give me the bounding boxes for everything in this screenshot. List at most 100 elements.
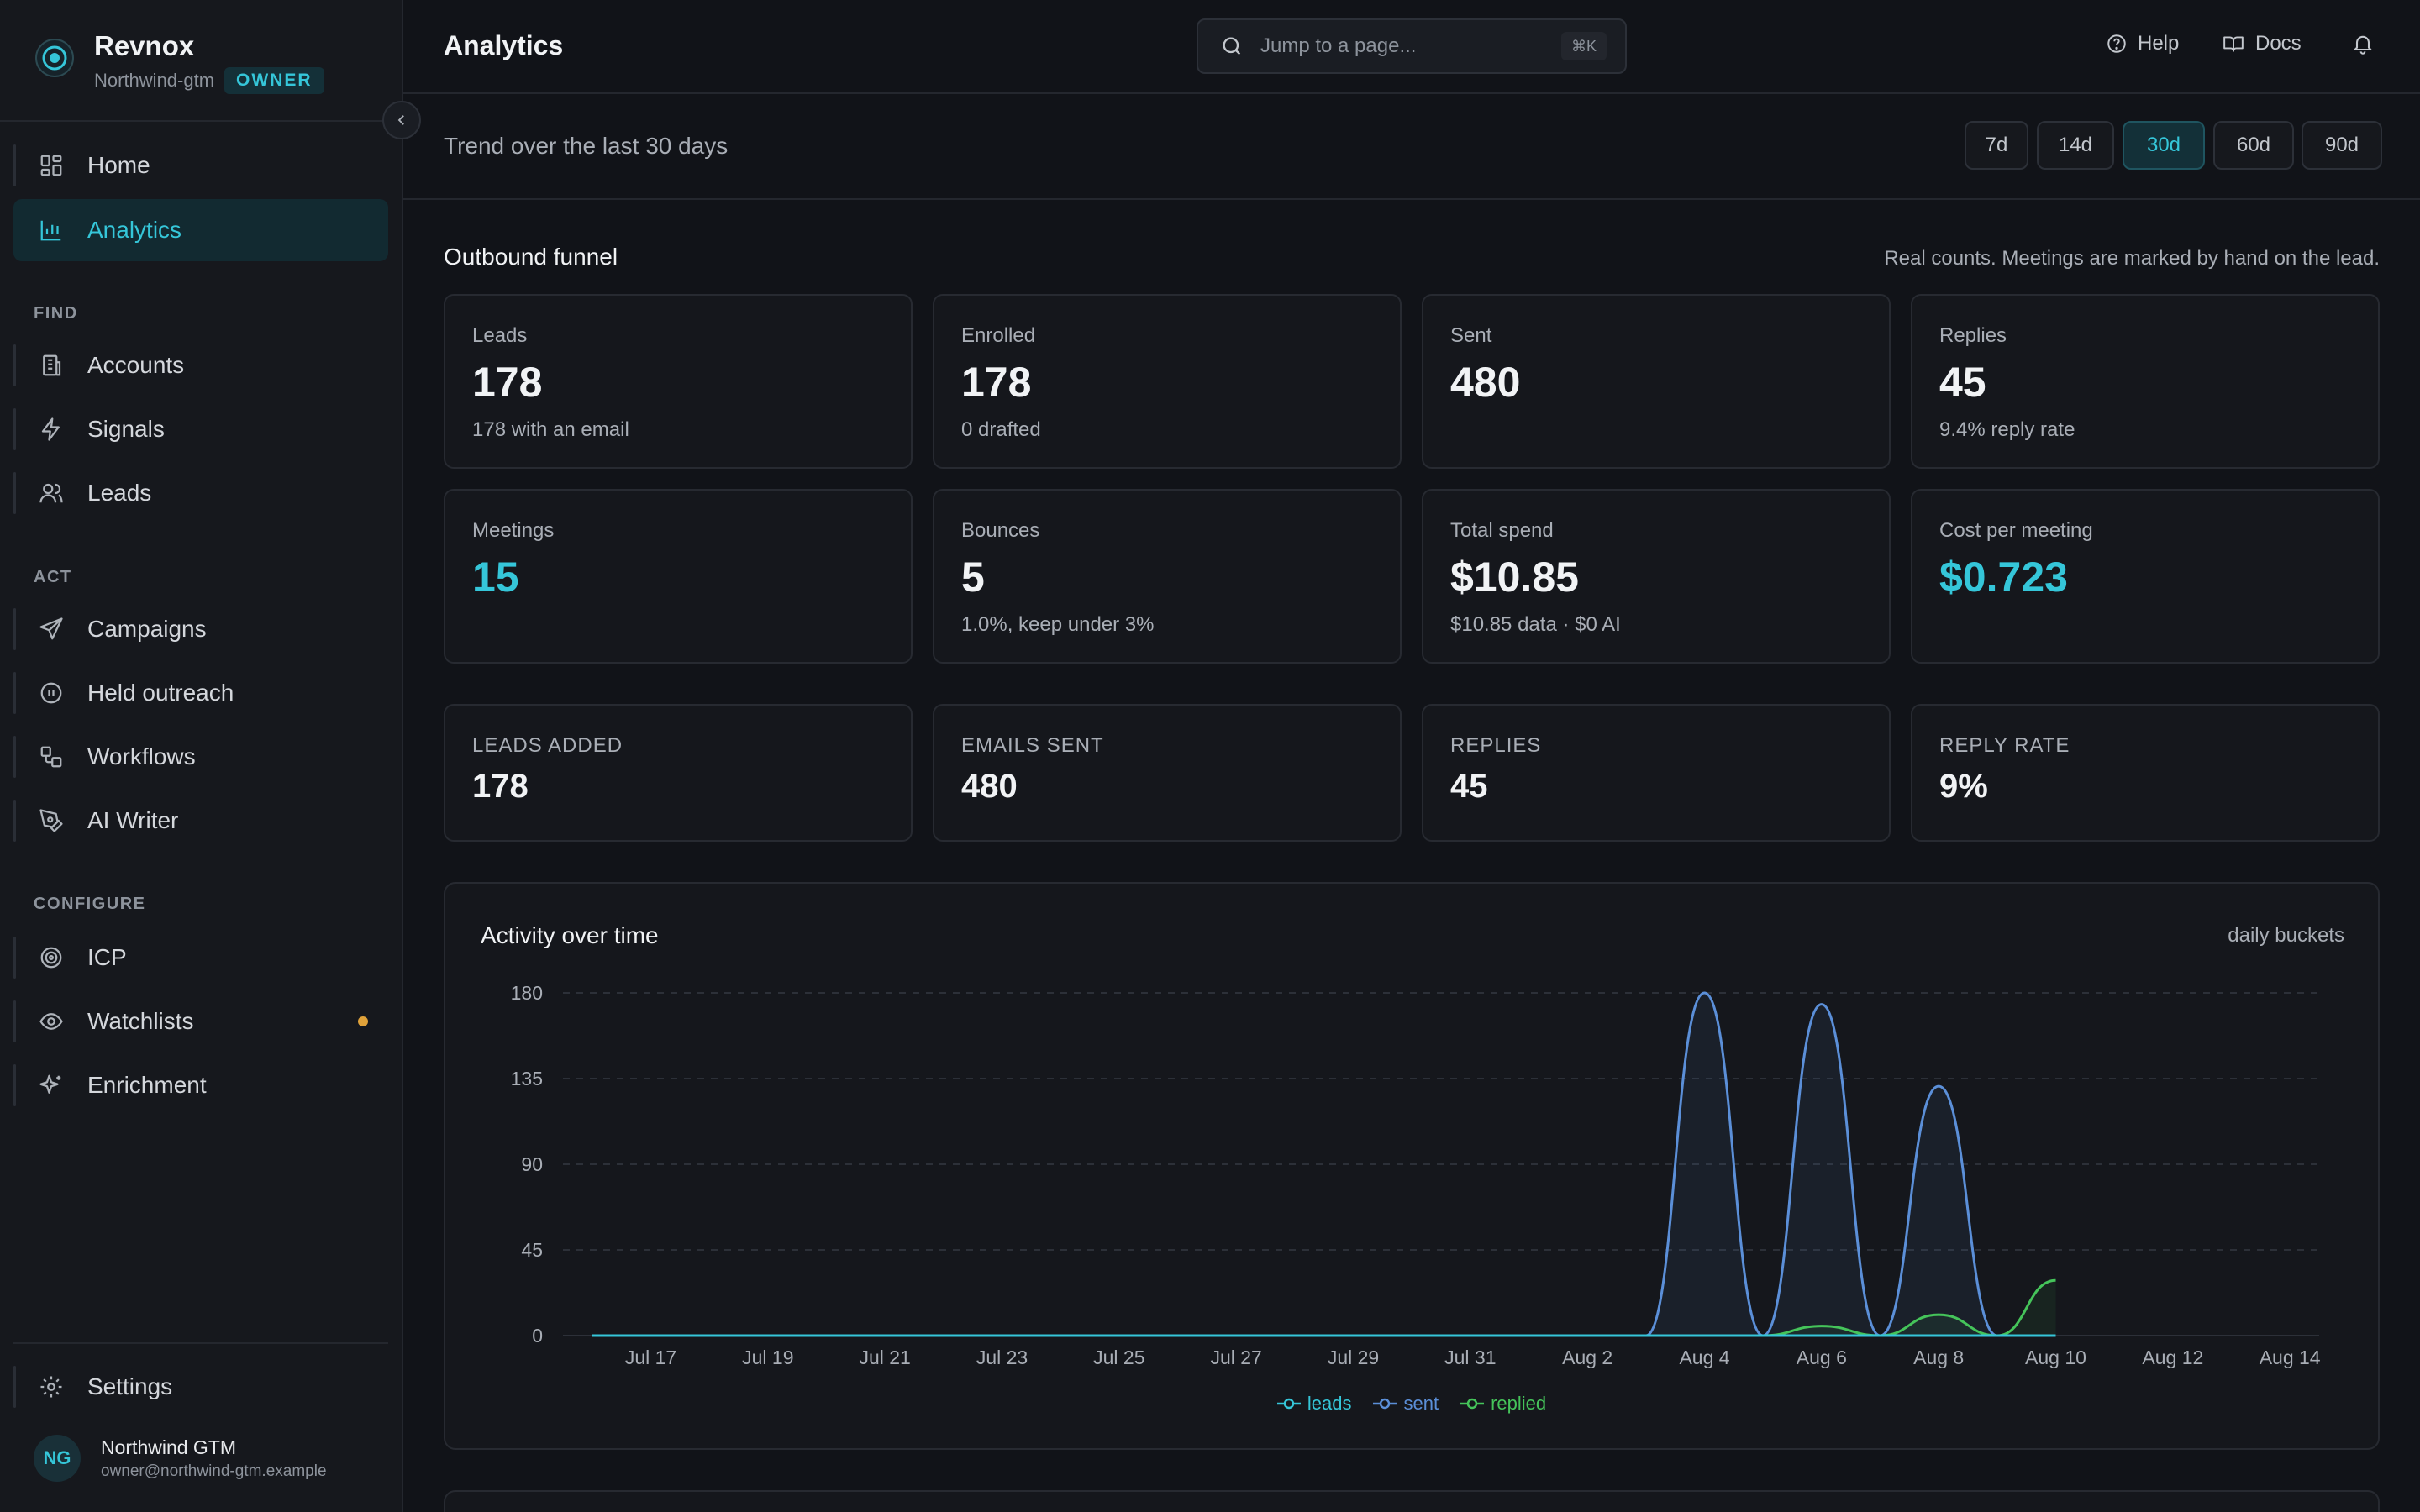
sidebar-item-icp[interactable]: ICP bbox=[13, 927, 388, 989]
page-title: Analytics bbox=[444, 30, 564, 60]
metric-sub: 178 with an email bbox=[472, 418, 629, 441]
sidebar-item-accounts[interactable]: Accounts bbox=[13, 334, 388, 396]
range-30d-button[interactable]: 30d bbox=[2123, 121, 2205, 170]
users-icon bbox=[37, 479, 66, 507]
sidebar-item-enrichment[interactable]: Enrichment bbox=[13, 1054, 388, 1116]
legend-item-replied[interactable]: replied bbox=[1460, 1393, 1546, 1415]
metric-value: 178 bbox=[961, 359, 1032, 406]
grid-icon bbox=[37, 151, 66, 180]
gear-icon bbox=[37, 1373, 66, 1401]
x-tick-label: Aug 4 bbox=[1679, 1347, 1729, 1368]
collapse-sidebar-button[interactable] bbox=[382, 101, 421, 139]
brand-logo-icon bbox=[35, 39, 74, 77]
sparkles-icon bbox=[37, 1071, 66, 1100]
x-tick-label: Jul 29 bbox=[1328, 1347, 1379, 1368]
x-tick-label: Jul 25 bbox=[1093, 1347, 1144, 1368]
sidebar-item-campaigns[interactable]: Campaigns bbox=[13, 598, 388, 660]
sidebar-item-signals[interactable]: Signals bbox=[13, 398, 388, 460]
eye-icon bbox=[37, 1007, 66, 1036]
sidebar-item-workflows[interactable]: Workflows bbox=[13, 726, 388, 788]
funnel-title: Outbound funnel bbox=[444, 244, 618, 270]
sidebar-item-watchlists[interactable]: Watchlists bbox=[13, 990, 388, 1053]
bar-chart-icon bbox=[37, 216, 66, 244]
legend-item-leads[interactable]: leads bbox=[1276, 1393, 1351, 1415]
sidebar-item-label: ICP bbox=[87, 944, 127, 970]
metric-card-replies: Replies 45 9.4% reply rate bbox=[1911, 294, 2380, 469]
metric-label: Meetings bbox=[472, 519, 555, 542]
summary-value: 9% bbox=[1939, 768, 1988, 805]
book-icon bbox=[2223, 36, 2244, 52]
notification-dot bbox=[358, 1016, 368, 1026]
chart-title: Activity over time bbox=[481, 922, 659, 948]
sidebar-divider bbox=[0, 120, 402, 122]
y-tick-label: 0 bbox=[532, 1325, 543, 1347]
sidebar-item-settings[interactable]: Settings bbox=[13, 1356, 388, 1418]
help-link[interactable]: Help bbox=[2106, 32, 2179, 55]
sidebar-item-analytics[interactable]: Analytics bbox=[13, 199, 388, 261]
metric-sub: 9.4% reply rate bbox=[1939, 418, 2075, 441]
range-90d-button[interactable]: 90d bbox=[2302, 121, 2382, 170]
range-7d-button[interactable]: 7d bbox=[1965, 121, 2028, 170]
brand: Revnox Northwind-gtm OWNER bbox=[34, 30, 324, 94]
send-icon bbox=[37, 615, 66, 643]
metric-card-meetings: Meetings 15 bbox=[444, 489, 913, 664]
next-section-card bbox=[444, 1490, 2380, 1512]
sidebar-item-label: Analytics bbox=[87, 217, 182, 243]
pause-circle-icon bbox=[37, 679, 66, 707]
summary-label: LEADS ADDED bbox=[472, 734, 623, 757]
help-label: Help bbox=[2138, 32, 2180, 55]
x-tick-label: Aug 12 bbox=[2142, 1347, 2203, 1368]
summary-value: 45 bbox=[1450, 768, 1488, 805]
search-input[interactable]: Jump to a page... ⌘K bbox=[1197, 18, 1627, 74]
nav-section-find: FIND bbox=[34, 304, 78, 323]
range-14d-button[interactable]: 14d bbox=[2037, 121, 2114, 170]
pen-icon bbox=[37, 806, 66, 835]
role-badge: OWNER bbox=[224, 67, 324, 94]
range-description: Trend over the last 30 days bbox=[444, 133, 729, 159]
x-tick-label: Aug 2 bbox=[1562, 1347, 1612, 1368]
range-row: Trend over the last 30 days 7d 14d 30d 6… bbox=[403, 94, 2420, 200]
sidebar-item-held-outreach[interactable]: Held outreach bbox=[13, 662, 388, 724]
legend-item-sent[interactable]: sent bbox=[1373, 1393, 1439, 1415]
notifications-button[interactable] bbox=[2351, 32, 2385, 55]
metric-value: $0.723 bbox=[1939, 554, 2068, 601]
sidebar-item-label: Enrichment bbox=[87, 1072, 207, 1098]
keyboard-shortcut: ⌘K bbox=[1560, 32, 1607, 60]
metric-card-cost-per-meeting: Cost per meeting $0.723 bbox=[1911, 489, 2380, 664]
avatar: NG bbox=[34, 1435, 81, 1482]
user-email: owner@northwind-gtm.example bbox=[101, 1462, 327, 1480]
x-tick-label: Aug 6 bbox=[1797, 1347, 1847, 1368]
summary-label: REPLIES bbox=[1450, 734, 1542, 757]
legend-marker-icon bbox=[1460, 1398, 1485, 1410]
x-tick-label: Aug 10 bbox=[2025, 1347, 2086, 1368]
range-60d-button[interactable]: 60d bbox=[2213, 121, 2294, 170]
nav-section-configure: CONFIGURE bbox=[34, 895, 146, 913]
sidebar-item-label: Campaigns bbox=[87, 616, 207, 642]
legend-marker-icon bbox=[1276, 1398, 1301, 1410]
metric-label: Enrolled bbox=[961, 324, 1036, 347]
metric-value: 178 bbox=[472, 359, 543, 406]
funnel-note: Real counts. Meetings are marked by hand… bbox=[1884, 247, 2380, 270]
x-tick-label: Jul 17 bbox=[625, 1347, 676, 1368]
user-profile[interactable]: NG Northwind GTM owner@northwind-gtm.exa… bbox=[34, 1435, 327, 1482]
metric-value: 15 bbox=[472, 554, 519, 601]
bell-icon bbox=[2354, 35, 2372, 55]
sidebar-item-ai-writer[interactable]: AI Writer bbox=[13, 790, 388, 852]
docs-link[interactable]: Docs bbox=[2222, 32, 2302, 55]
summary-card-emails-sent: EMAILS SENT 480 bbox=[933, 704, 1402, 842]
summary-card-replies: REPLIES 45 bbox=[1422, 704, 1891, 842]
sidebar-item-leads[interactable]: Leads bbox=[13, 462, 388, 524]
sidebar-item-label: AI Writer bbox=[87, 807, 179, 833]
metric-card-bounces: Bounces 5 1.0%, keep under 3% bbox=[933, 489, 1402, 664]
summary-label: EMAILS SENT bbox=[961, 734, 1104, 757]
search-icon bbox=[1223, 37, 1241, 55]
chevron-left-icon bbox=[397, 115, 404, 125]
target-icon bbox=[37, 943, 66, 972]
sidebar: Revnox Northwind-gtm OWNER Home Analytic… bbox=[0, 0, 403, 1512]
help-circle-icon bbox=[2107, 34, 2126, 53]
sidebar-item-home[interactable]: Home bbox=[13, 134, 388, 197]
sidebar-item-label: Accounts bbox=[87, 352, 185, 378]
summary-label: REPLY RATE bbox=[1939, 734, 2070, 757]
sidebar-item-label: Watchlists bbox=[87, 1008, 194, 1034]
legend-marker-icon bbox=[1373, 1398, 1397, 1410]
